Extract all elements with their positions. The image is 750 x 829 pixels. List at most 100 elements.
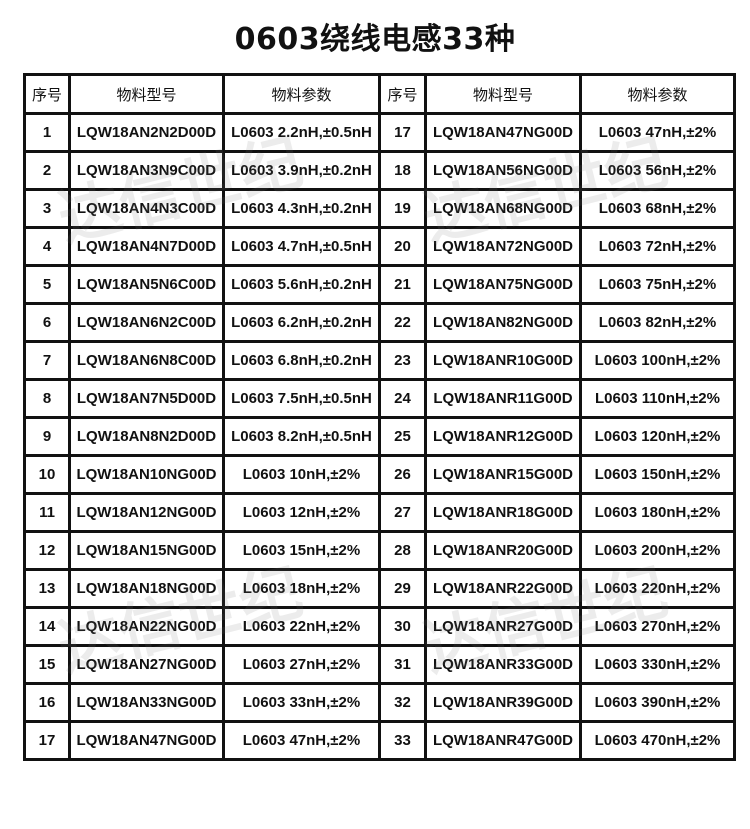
table-row: 4 LQW18AN4N7D00D L0603 4.7nH,±0.5nH 20 LQW18… [23,226,736,267]
cell-parameters: L0603 7.5nH,±0.5nH [222,378,381,419]
cell-part-number: LQW18AN15NG00D [68,530,225,571]
cell-parameters: L0603 8.2nH,±0.5nH [222,416,381,457]
cell-parameters: L0603 72nH,±2% [579,226,736,267]
cell-part-number: LQW18ANR27G00D [424,606,582,647]
cell-part-number: LQW18ANR39G00D [424,682,582,723]
cell-parameters: L0603 110nH,±2% [579,378,736,419]
table-row: 3 LQW18AN4N3C00D L0603 4.3nH,±0.2nH 19 LQW18… [23,188,736,229]
cell-parameters: L0603 6.8nH,±0.2nH [222,340,381,381]
cell-parameters: L0603 3.9nH,±0.2nH [222,150,381,191]
cell-part-number: LQW18AN10NG00D [68,454,225,495]
header-parameters: 物料参数 [579,73,736,115]
cell-part-number: LQW18AN6N8C00D [68,340,225,381]
cell-part-number: LQW18AN82NG00D [424,302,582,343]
cell-parameters: L0603 75nH,±2% [579,264,736,305]
cell-part-number: LQW18AN72NG00D [424,226,582,267]
cell-index: 22 [378,302,427,343]
cell-part-number: LQW18ANR11G00D [424,378,582,419]
cell-index: 11 [23,492,71,533]
cell-part-number: LQW18AN22NG00D [68,606,225,647]
cell-part-number: LQW18AN5N6C00D [68,264,225,305]
cell-parameters: L0603 180nH,±2% [579,492,736,533]
cell-parameters: L0603 22nH,±2% [222,606,381,647]
cell-index: 19 [378,188,427,229]
table-row: 17 LQW18AN47NG00D L0603 47nH,±2% 33 LQW18ANR… [23,720,736,761]
cell-parameters: L0603 5.6nH,±0.2nH [222,264,381,305]
cell-index: 24 [378,378,427,419]
cell-part-number: LQW18AN56NG00D [424,150,582,191]
table-row: 15 LQW18AN27NG00D L0603 27nH,±2% 31 LQW18ANR… [23,644,736,685]
cell-index: 9 [23,416,71,457]
table-row: 8 LQW18AN7N5D00D L0603 7.5nH,±0.5nH 24 LQW18… [23,378,736,419]
cell-index: 21 [378,264,427,305]
header-part-number: 物料型号 [424,73,582,115]
table-header-row: 序号 物料型号 物料参数 序号 物料型号 物料参数 [23,73,736,115]
cell-parameters: L0603 33nH,±2% [222,682,381,723]
inductor-table: 序号 物料型号 物料参数 序号 物料型号 物料参数 1 LQW18AN2N2D00… [23,73,736,761]
cell-index: 4 [23,226,71,267]
cell-part-number: LQW18ANR20G00D [424,530,582,571]
cell-index: 25 [378,416,427,457]
cell-parameters: L0603 100nH,±2% [579,340,736,381]
table-row: 9 LQW18AN8N2D00D L0603 8.2nH,±0.5nH 25 LQW18… [23,416,736,457]
table-row: 12 LQW18AN15NG00D L0603 15nH,±2% 28 LQW18ANR… [23,530,736,571]
cell-part-number: LQW18AN75NG00D [424,264,582,305]
cell-index: 17 [23,720,71,761]
cell-index: 28 [378,530,427,571]
cell-part-number: LQW18AN18NG00D [68,568,225,609]
header-parameters: 物料参数 [222,73,381,115]
cell-parameters: L0603 27nH,±2% [222,644,381,685]
cell-part-number: LQW18AN4N3C00D [68,188,225,229]
cell-index: 18 [378,150,427,191]
cell-parameters: L0603 6.2nH,±0.2nH [222,302,381,343]
cell-part-number: LQW18AN3N9C00D [68,150,225,191]
cell-part-number: LQW18ANR33G00D [424,644,582,685]
cell-index: 23 [378,340,427,381]
cell-index: 3 [23,188,71,229]
cell-part-number: LQW18ANR47G00D [424,720,582,761]
cell-part-number: LQW18AN2N2D00D [68,112,225,153]
header-part-number: 物料型号 [68,73,225,115]
cell-part-number: LQW18AN4N7D00D [68,226,225,267]
cell-part-number: LQW18AN33NG00D [68,682,225,723]
cell-parameters: L0603 2.2nH,±0.5nH [222,112,381,153]
cell-part-number: LQW18AN68NG00D [424,188,582,229]
cell-index: 17 [378,112,427,153]
cell-parameters: L0603 120nH,±2% [579,416,736,457]
cell-parameters: L0603 56nH,±2% [579,150,736,191]
cell-index: 33 [378,720,427,761]
header-index: 序号 [378,73,427,115]
cell-parameters: L0603 220nH,±2% [579,568,736,609]
cell-index: 15 [23,644,71,685]
cell-part-number: LQW18AN27NG00D [68,644,225,685]
cell-parameters: L0603 270nH,±2% [579,606,736,647]
cell-parameters: L0603 200nH,±2% [579,530,736,571]
cell-parameters: L0603 10nH,±2% [222,454,381,495]
cell-part-number: LQW18AN47NG00D [424,112,582,153]
cell-part-number: LQW18ANR18G00D [424,492,582,533]
cell-index: 16 [23,682,71,723]
cell-index: 31 [378,644,427,685]
cell-index: 13 [23,568,71,609]
cell-index: 10 [23,454,71,495]
cell-index: 30 [378,606,427,647]
cell-index: 1 [23,112,71,153]
cell-index: 8 [23,378,71,419]
cell-parameters: L0603 390nH,±2% [579,682,736,723]
cell-part-number: LQW18AN47NG00D [68,720,225,761]
cell-index: 14 [23,606,71,647]
cell-part-number: LQW18ANR10G00D [424,340,582,381]
cell-index: 29 [378,568,427,609]
table-row: 6 LQW18AN6N2C00D L0603 6.2nH,±0.2nH 22 LQW18… [23,302,736,343]
table-row: 16 LQW18AN33NG00D L0603 33nH,±2% 32 LQW18ANR… [23,682,736,723]
cell-part-number: LQW18AN12NG00D [68,492,225,533]
table-row: 2 LQW18AN3N9C00D L0603 3.9nH,±0.2nH 18 LQW18… [23,150,736,191]
cell-parameters: L0603 470nH,±2% [579,720,736,761]
page-title: 0603绕线电感33种 [234,22,516,57]
table-row: 14 LQW18AN22NG00D L0603 22nH,±2% 30 LQW18ANR… [23,606,736,647]
table-row: 5 LQW18AN5N6C00D L0603 5.6nH,±0.2nH 21 LQW18… [23,264,736,305]
cell-index: 20 [378,226,427,267]
cell-part-number: LQW18ANR15G00D [424,454,582,495]
cell-parameters: L0603 47nH,±2% [579,112,736,153]
table-row: 1 LQW18AN2N2D00D L0603 2.2nH,±0.5nH 17 LQW18… [23,112,736,153]
